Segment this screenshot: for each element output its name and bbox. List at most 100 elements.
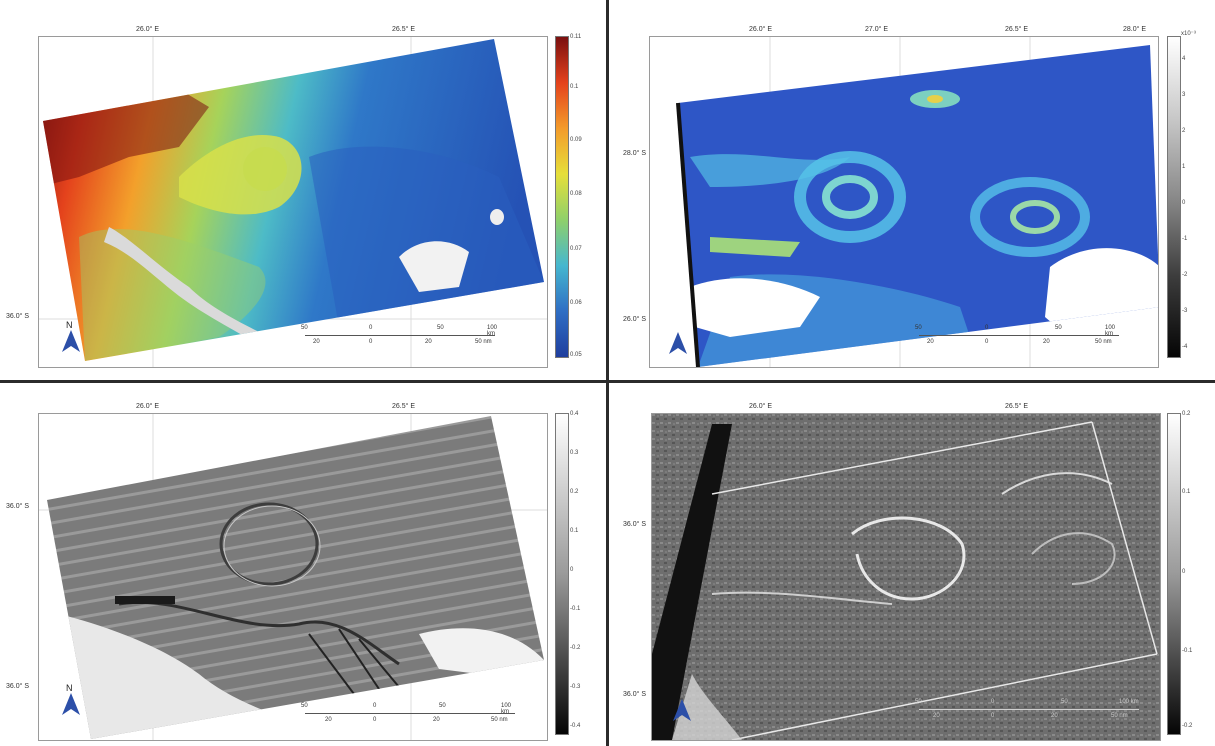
lat-label: 36.0° S xyxy=(623,521,646,528)
lon-label: 26.5° E xyxy=(1005,26,1028,33)
lat-label: 36.0° S xyxy=(623,691,646,698)
lon-label: 28.0° E xyxy=(1123,26,1146,33)
colorbar-tick: 3 xyxy=(1182,92,1185,98)
colorbar-tick: 0.05 xyxy=(570,352,582,358)
lat-label: 36.0° S xyxy=(6,313,29,320)
lon-label: 26.0° E xyxy=(136,26,159,33)
colorbar-tick: -0.2 xyxy=(570,645,580,651)
colorbar-tick: 0.1 xyxy=(570,84,578,90)
scale-tick: 50 xyxy=(437,325,444,331)
map-frame xyxy=(649,36,1159,368)
colorbar-tick: 0.09 xyxy=(570,137,582,143)
scale-tick: 0 xyxy=(991,713,994,719)
lon-label: 26.0° E xyxy=(136,403,159,410)
north-arrow xyxy=(667,326,689,356)
lon-label: 26.5° E xyxy=(392,26,415,33)
scale-tick: 50 xyxy=(301,703,308,709)
colorbar-tick: 0.08 xyxy=(570,191,582,197)
scale-tick: 0 xyxy=(373,703,376,709)
scale-tick: 50 nm xyxy=(491,717,508,723)
colorbar-tick: 0 xyxy=(1182,200,1185,206)
lon-label: 26.5° E xyxy=(392,403,415,410)
colorbar xyxy=(555,36,569,358)
scale-bar: 50 0 50 100 km 20 0 20 50 nm xyxy=(305,703,515,723)
scale-tick: 20 xyxy=(425,339,432,345)
north-arrow-icon xyxy=(671,699,693,721)
map-frame xyxy=(38,413,548,741)
north-arrow-icon xyxy=(667,332,689,354)
colorbar-tick: 0.3 xyxy=(570,450,578,456)
scale-tick: 20 xyxy=(933,713,940,719)
lon-label: 26.0° E xyxy=(749,26,772,33)
colorbar-tick: 0.4 xyxy=(570,411,578,417)
north-arrow: N xyxy=(60,683,82,713)
lat-label: 36.0° S xyxy=(6,503,29,510)
scale-bar: 50 0 50 100 km 20 0 20 50 nm xyxy=(919,699,1139,719)
north-arrow xyxy=(671,695,693,725)
colorbar-tick: -1 xyxy=(1182,236,1187,242)
lat-label: 28.0° S xyxy=(623,150,646,157)
sst-map xyxy=(39,37,547,367)
lon-label: 26.5° E xyxy=(1005,403,1028,410)
panel-bottom-left: 26.0° E 26.5° E 36.0° S 36.0° S xyxy=(0,383,606,746)
lat-label: 36.0° S xyxy=(6,683,29,690)
lat-label: 26.0° S xyxy=(623,316,646,323)
scale-tick: 50 xyxy=(439,703,446,709)
lon-label: 27.0° E xyxy=(865,26,888,33)
colorbar xyxy=(1167,36,1181,358)
map-frame xyxy=(38,36,548,368)
colorbar-tick: 4 xyxy=(1182,56,1185,62)
scale-tick: 100 km xyxy=(1119,699,1139,705)
scale-tick: 50 xyxy=(1061,699,1068,705)
scale-tick: 50 xyxy=(1055,325,1062,331)
scale-tick: 0 xyxy=(985,325,988,331)
scale-bar: 50 0 50 100 km 20 0 20 50 nm xyxy=(305,325,495,345)
scale-tick: 50 nm xyxy=(475,339,492,345)
scale-tick: 0 xyxy=(991,699,994,705)
colorbar-tick: 2 xyxy=(1182,128,1185,134)
colorbar-tick: 0 xyxy=(570,567,573,573)
north-arrow-icon xyxy=(60,693,82,715)
scale-tick: 20 xyxy=(313,339,320,345)
lon-label: 26.0° E xyxy=(749,403,772,410)
colorbar-tick: 1 xyxy=(1182,164,1185,170)
sar-gradient-map xyxy=(39,414,547,740)
scale-tick: 50 nm xyxy=(1095,339,1112,345)
scale-tick: 0 xyxy=(369,325,372,331)
scale-tick: 0 xyxy=(985,339,988,345)
colorbar-tick: 0.2 xyxy=(1182,411,1190,417)
scale-tick: 20 xyxy=(1043,339,1050,345)
colorbar-tick: 0.1 xyxy=(570,528,578,534)
scale-tick: 20 xyxy=(433,717,440,723)
colorbar-tick: -0.4 xyxy=(570,723,580,729)
colorbar-tick: 0.07 xyxy=(570,246,582,252)
north-arrow-icon xyxy=(60,330,82,352)
colorbar-tick: -4 xyxy=(1182,344,1187,350)
colorbar-unit: x10⁻³ xyxy=(1181,30,1196,37)
colorbar-tick: 0.2 xyxy=(570,489,578,495)
scale-tick: 50 xyxy=(915,325,922,331)
north-label: N xyxy=(66,320,73,330)
north-label: N xyxy=(66,683,73,693)
scale-tick: 20 xyxy=(325,717,332,723)
panel-top-right: 26.0° E 27.0° E 26.5° E 28.0° E 28.0° S … xyxy=(609,0,1215,380)
colorbar xyxy=(1167,413,1181,735)
colorbar-tick: 0.11 xyxy=(570,34,581,40)
scale-tick: 50 xyxy=(301,325,308,331)
colorbar-tick: 0.1 xyxy=(1182,489,1190,495)
scale-tick: 0 xyxy=(373,717,376,723)
colorbar xyxy=(555,413,569,735)
north-arrow: N xyxy=(60,320,82,350)
colorbar-tick: -0.3 xyxy=(570,684,580,690)
scale-tick: 20 xyxy=(927,339,934,345)
sar-texture-map xyxy=(652,414,1160,740)
scale-tick: 50 nm xyxy=(1111,713,1128,719)
panel-top-left: 26.0° E 26.5° E 36.0° S xyxy=(0,0,606,380)
scale-tick: 50 xyxy=(915,699,922,705)
colorbar-tick: -3 xyxy=(1182,308,1187,314)
colorbar-tick: -0.1 xyxy=(570,606,580,612)
vorticity-map xyxy=(650,37,1158,367)
scale-tick: 0 xyxy=(369,339,372,345)
colorbar-tick: -2 xyxy=(1182,272,1187,278)
colorbar-tick: 0 xyxy=(1182,569,1185,575)
